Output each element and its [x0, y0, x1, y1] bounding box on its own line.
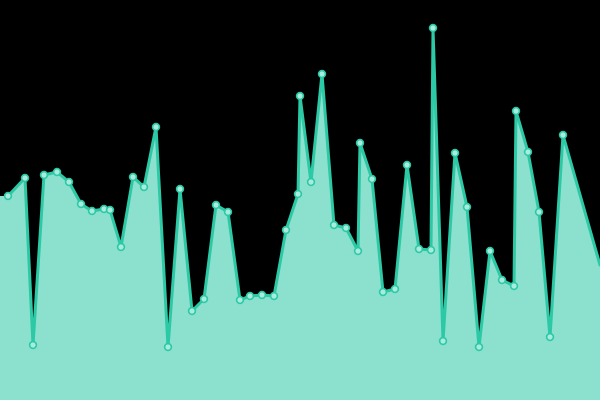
data-point-marker [402, 160, 412, 170]
data-point-marker [428, 23, 438, 33]
data-point-marker [20, 173, 30, 183]
data-point-marker [235, 295, 245, 305]
data-point-marker [390, 284, 400, 294]
data-point-marker [211, 200, 221, 210]
data-point-marker [367, 174, 377, 184]
data-point-marker [317, 69, 327, 79]
data-point-marker [257, 290, 267, 300]
data-point-marker [295, 91, 305, 101]
data-point-marker [52, 167, 62, 177]
data-point-marker [558, 130, 568, 140]
data-point-marker [199, 294, 209, 304]
data-point-marker [523, 147, 533, 157]
data-point-marker [139, 182, 149, 192]
data-point-marker [128, 172, 138, 182]
data-point-marker [378, 287, 388, 297]
data-point-marker [87, 206, 97, 216]
data-point-marker [355, 138, 365, 148]
data-point-marker [497, 275, 507, 285]
data-point-marker [64, 177, 74, 187]
data-point-marker [353, 246, 363, 256]
data-point-marker [76, 199, 86, 209]
data-point-marker [438, 336, 448, 346]
data-point-marker [414, 244, 424, 254]
data-point-marker [116, 242, 126, 252]
area-fill-path [0, 28, 600, 400]
data-point-marker [281, 225, 291, 235]
data-point-marker [485, 246, 495, 256]
data-point-marker [223, 207, 233, 217]
data-point-marker [450, 148, 460, 158]
data-point-marker [545, 332, 555, 342]
data-point-marker [329, 220, 339, 230]
data-point-markers [3, 23, 568, 352]
data-point-marker [293, 189, 303, 199]
data-point-marker [3, 191, 13, 201]
data-point-marker [187, 306, 197, 316]
data-point-marker [269, 291, 279, 301]
data-point-marker [105, 205, 115, 215]
data-point-marker [426, 245, 436, 255]
data-point-marker [511, 106, 521, 116]
data-point-marker [39, 170, 49, 180]
data-point-marker [28, 340, 38, 350]
data-point-marker [341, 223, 351, 233]
data-point-marker [474, 342, 484, 352]
data-point-marker [175, 184, 185, 194]
data-point-marker [163, 342, 173, 352]
data-point-marker [534, 207, 544, 217]
data-point-marker [151, 122, 161, 132]
data-point-marker [306, 177, 316, 187]
data-point-marker [462, 202, 472, 212]
data-point-marker [509, 281, 519, 291]
data-point-marker [245, 291, 255, 301]
